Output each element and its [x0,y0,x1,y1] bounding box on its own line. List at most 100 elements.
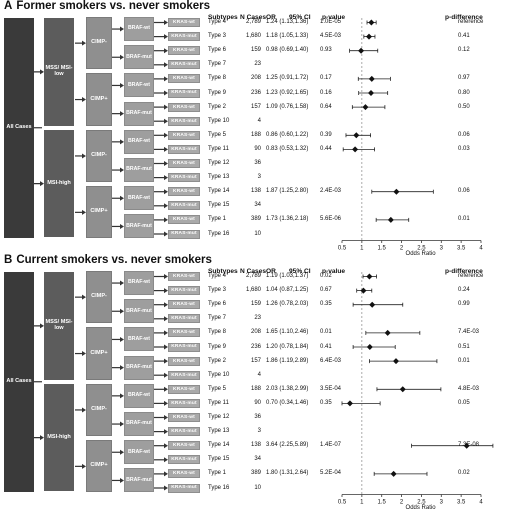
cell-type: Type 8 [208,329,227,336]
header-n: N Cases [240,268,267,275]
cimp-negative-box: CIMP- [86,17,112,70]
cell-n: 23 [254,315,261,322]
cimp-positive-box: CIMP+ [86,186,112,239]
arrow-head [164,189,168,195]
cell-n: 34 [254,202,261,209]
cell-type: Type 7 [208,315,227,322]
cell-p: 0.41 [320,343,332,350]
cell-p: 0.17 [320,75,332,82]
or-point-marker [393,358,400,365]
cell-pdiff: 0.24 [458,287,470,294]
cell-n: 389 [250,470,261,477]
x-tick-label: 1.5 [378,246,387,252]
arrow-head [164,90,168,96]
braf-wt-box: BRAF-wt [124,383,154,408]
msi-high-box: MSI-high [44,383,74,492]
kras-wt-box: KRAS-wt [168,300,200,310]
cell-pdiff: 0.02 [458,470,470,477]
arrow-head [82,209,86,215]
x-axis-title: Odds Ratio [405,504,436,511]
arrow-head [40,69,44,75]
cell-type: Type 5 [208,385,227,392]
cell-type: Type 3 [208,287,227,294]
kras-mut-box: KRAS-mut [168,314,200,324]
kras-mut-box: KRAS-mut [168,342,200,352]
cell-pdiff: 0.12 [458,47,470,54]
kras-mut-box: KRAS-mut [168,483,200,493]
kras-wt-box: KRAS-wt [168,18,200,27]
cimp-positive-box: CIMP+ [86,73,112,126]
arrow-head [164,76,168,82]
panel-current-smokers: B Current smokers vs. never smokers Subty… [0,254,520,511]
arrow-head [164,316,168,322]
x-tick-label: 2.5 [417,500,426,506]
cell-type: Type 12 [208,160,230,166]
cell-type: Type 11 [208,145,229,152]
kras-wt-box: KRAS-wt [168,102,200,112]
cell-n: 36 [254,160,261,166]
kras-wt-box: KRAS-wt [168,187,200,197]
arrow-head [164,302,168,308]
cell-p: 4.5E-03 [320,33,342,40]
x-tick-label: 0.5 [338,246,347,252]
kras-mut-box: KRAS-mut [168,144,200,154]
cell-or-ci: 1.25 (0.91,1.72) [266,75,309,82]
cell-n: 90 [254,399,261,406]
cell-n: 2,789 [245,273,261,279]
cell-type: Type 8 [208,75,227,82]
cell-or-ci: 1.80 (1.31,2.64) [266,470,309,477]
x-tick-label: 1 [360,246,364,252]
arrow-head [164,429,168,435]
cell-p: 5.2E-04 [320,470,342,477]
all-cases-box: All Cases [4,272,34,492]
cell-pdiff: 0.99 [458,301,470,308]
or-point-marker [368,75,375,82]
arrow-head [164,386,168,392]
connector [34,325,40,439]
kras-mut-box: KRAS-mut [168,88,200,98]
arrow-head [164,118,168,124]
cell-p: 0.39 [320,131,332,138]
x-tick-label: 3.5 [457,500,466,506]
cell-or-ci: 1.73 (1.36,2.18) [266,216,309,223]
braf-mut-box: BRAF-mut [124,158,154,183]
cell-or-ci: 1.26 (0.78,2.03) [266,301,309,308]
x-tick-label: 2 [400,500,404,506]
cell-type: Type 3 [208,33,227,40]
cell-n: 1,680 [245,33,261,40]
kras-mut-box: KRAS-mut [168,427,200,437]
mss-box: MSS/ MSI-low [44,272,74,380]
kras-wt-box: KRAS-wt [168,130,200,140]
cell-n: 236 [250,89,261,96]
or-point-marker [346,400,353,407]
arrow-head [120,111,124,117]
arrow-head [40,435,44,441]
header-subtypes: Subtypes [208,14,238,21]
cell-pdiff: 7.4E-03 [458,329,480,336]
cell-or-ci: 1.09 (0.76,1.58) [266,103,309,110]
cell-pdiff: reference [458,273,484,279]
braf-wt-box: BRAF-wt [124,73,154,98]
panel-title: B Current smokers vs. never smokers [4,254,212,266]
cell-n: 236 [250,343,261,350]
cell-type: Type 16 [208,230,230,237]
braf-wt-box: BRAF-wt [124,129,154,154]
braf-mut-box: BRAF-mut [124,355,154,380]
arrow-head [82,97,86,103]
kras-mut-box: KRAS-mut [168,32,200,42]
braf-wt-box: BRAF-wt [124,271,154,296]
braf-mut-box: BRAF-mut [124,468,154,493]
cell-pdiff: 0.03 [458,145,470,152]
arrow-head [164,203,168,209]
or-point-marker [463,442,470,449]
cell-n: 3 [257,174,261,181]
cell-p: 0.67 [320,287,332,294]
kras-wt-box: KRAS-wt [168,384,200,394]
cell-type: Type 6 [208,47,227,54]
cell-type: Type 4 [208,19,227,25]
cell-type: Type 15 [208,456,230,463]
or-point-marker [384,329,391,336]
cell-type: Type 14 [208,442,230,449]
cell-p: 0.01 [320,329,332,336]
arrow-head [164,161,168,166]
